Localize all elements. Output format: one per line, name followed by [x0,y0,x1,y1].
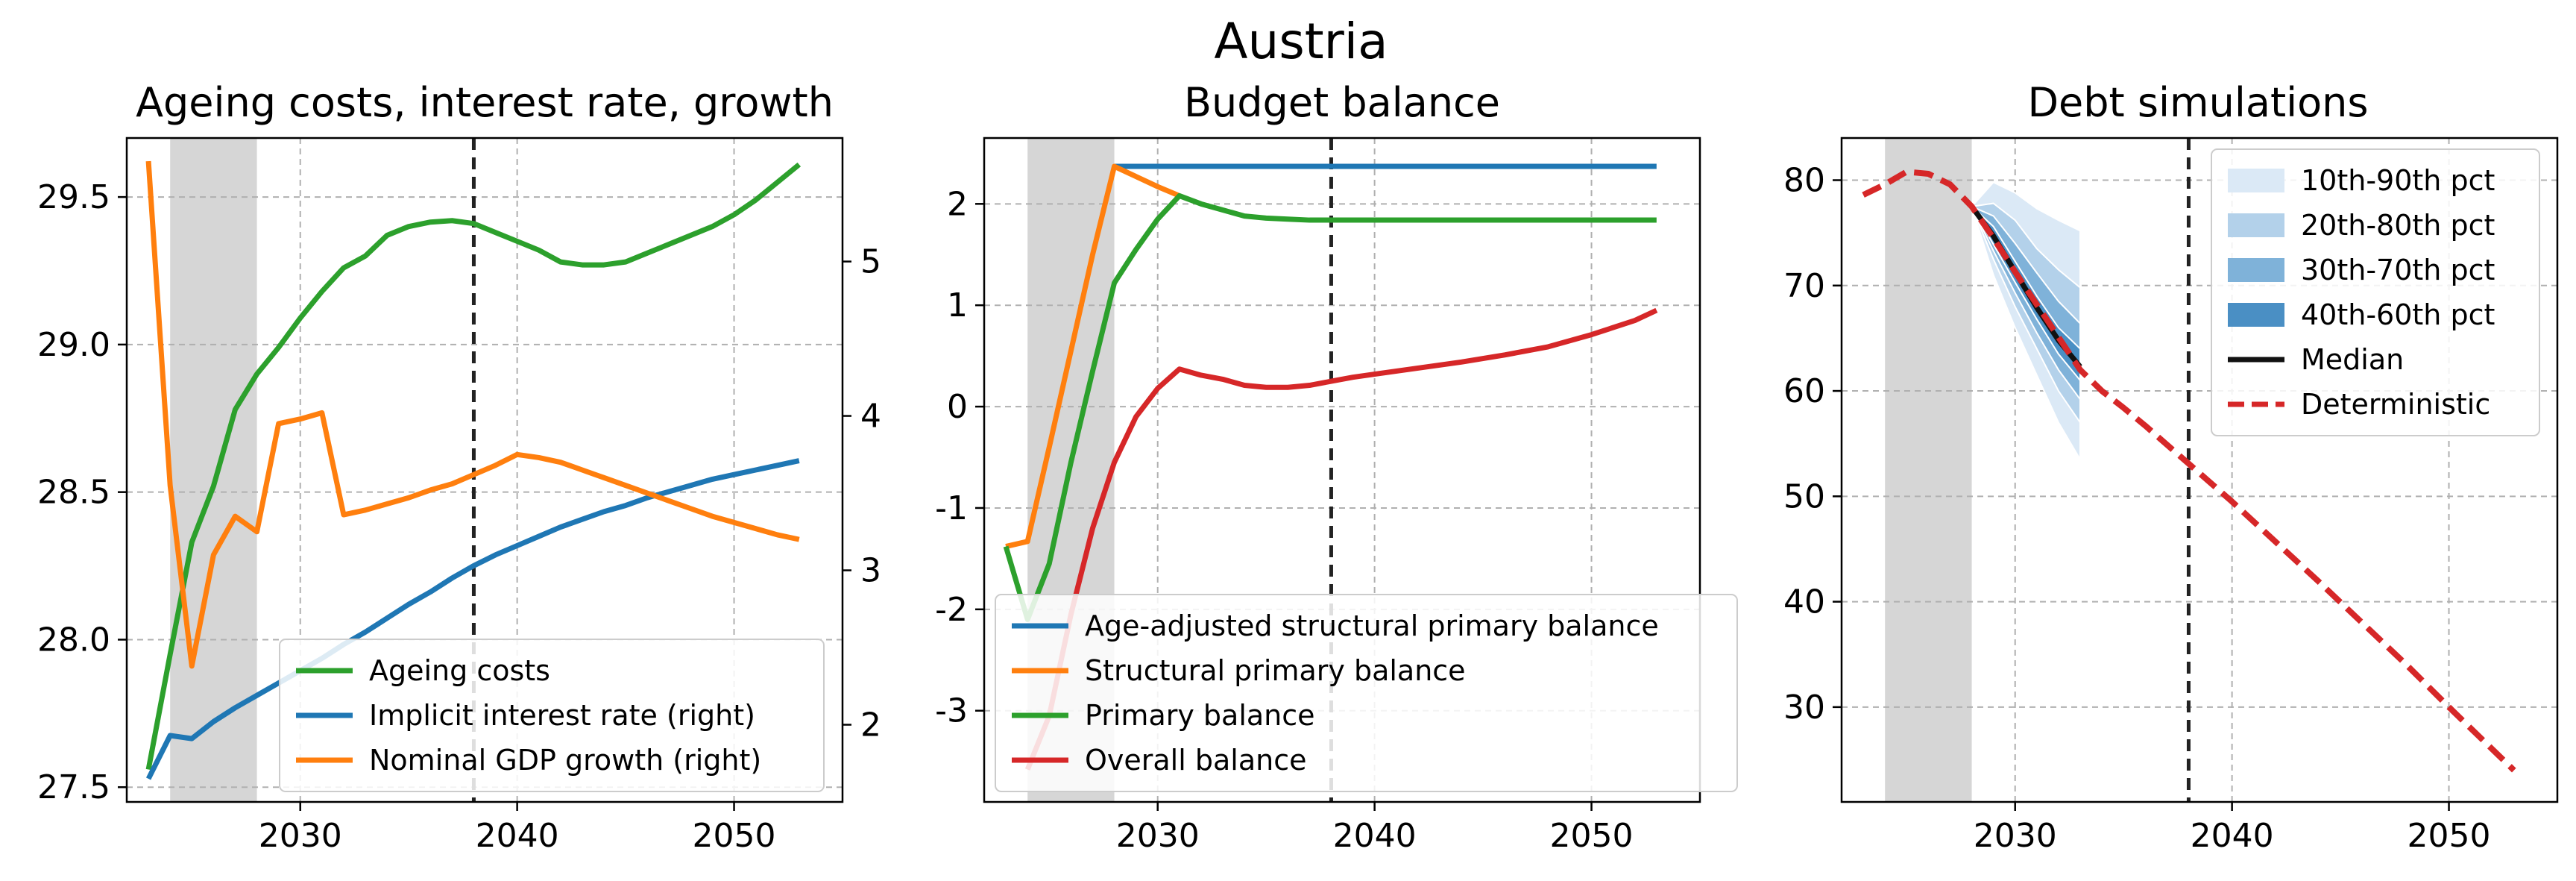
panel-debt-title: Debt simulations [2027,79,2368,126]
panel-budget-title: Budget balance [1184,79,1500,126]
legend-label: 20th-80th pct [2301,209,2495,242]
legend-swatch [2228,258,2284,282]
legend-label: Overall balance [1085,744,1307,777]
y-tick-label: 28.0 [37,621,110,659]
y-tick-label: -2 [935,591,968,629]
legend-label: 10th-90th pct [2301,164,2495,197]
panel-debt: Debt simulations 2030 2040 2050 30 40 50 60 70 8… [1783,79,2559,855]
y-tick-label: 1 [947,286,968,325]
x-tick-label: 2050 [2407,817,2491,855]
legend-label: 30th-70th pct [2301,254,2495,286]
y-tick-label: 29.0 [37,326,110,364]
legend-label: Primary balance [1085,699,1315,732]
y-tick-label: -1 [935,489,968,527]
series-line-2 [145,160,800,669]
legend-label: Implicit interest rate (right) [369,699,755,732]
y-tick-label: 28.5 [37,474,110,512]
legend-label: Ageing costs [369,654,550,687]
shaded-region [170,138,257,802]
y-tick-label: 2 [947,185,968,223]
series-line-1 [1005,163,1181,549]
series-line-3 [1024,307,1658,771]
y-tick-label: 30 [1783,689,1825,727]
legend-swatch [2228,303,2284,327]
legend-box [2211,148,2540,436]
legend-label: Age-adjusted structural primary balance [1085,609,1659,642]
legend-box [995,594,1738,792]
y-tick-label: 50 [1783,477,1825,515]
series-line-1 [1862,169,2516,773]
series-line-1 [145,458,800,780]
legend-swatch [2228,169,2284,192]
y2-tick-label: 4 [860,398,881,436]
shaded-region [1885,138,1972,802]
series-line-2 [1003,192,1657,622]
y2-tick-label: 5 [860,243,881,281]
x-tick-label: 2040 [2191,817,2274,855]
y-tick-label: 0 [947,388,968,426]
x-tick-label: 2040 [1333,817,1417,855]
legend-label: Deterministic [2301,388,2490,421]
y-tick-label: 29.5 [37,178,110,216]
x-tick-label: 2040 [476,817,559,855]
x-tick-label: 2030 [259,817,342,855]
x-tick-label: 2030 [1974,817,2057,855]
x-tick-label: 2030 [1116,817,1200,855]
x-tick-label: 2050 [1550,817,1634,855]
y2-tick-label: 3 [860,552,881,590]
legend-swatch [2228,213,2284,237]
legend-label: Median [2301,343,2404,376]
panel-budget: Budget balance 2030 2040 2050 -3 -2 -1 0 1 2 Age-… [935,79,1738,855]
panel-ageing: Ageing costs, interest rate, growth 2030… [37,79,881,855]
y-tick-label: 80 [1783,162,1825,200]
legend-label: Structural primary balance [1085,654,1466,687]
axes-frame [983,137,1701,803]
series-line-0 [145,162,802,771]
y-tick-label: 40 [1783,583,1825,621]
y-tick-label: 27.5 [37,768,110,806]
axes-frame [125,137,844,803]
panel-ageing-title: Ageing costs, interest rate, growth [136,79,834,126]
y-tick-label: 60 [1783,372,1825,410]
y2-tick-label: 2 [860,706,881,744]
x-tick-label: 2050 [693,817,776,855]
legend-box [279,639,825,792]
y-tick-label: -3 [935,692,968,730]
legend-label: 40th-60th pct [2301,298,2495,331]
figure-title: Austria [1214,13,1388,70]
axes-frame [1840,137,2559,803]
legend-label: Nominal GDP growth (right) [369,744,761,777]
y-tick-label: 70 [1783,267,1825,305]
